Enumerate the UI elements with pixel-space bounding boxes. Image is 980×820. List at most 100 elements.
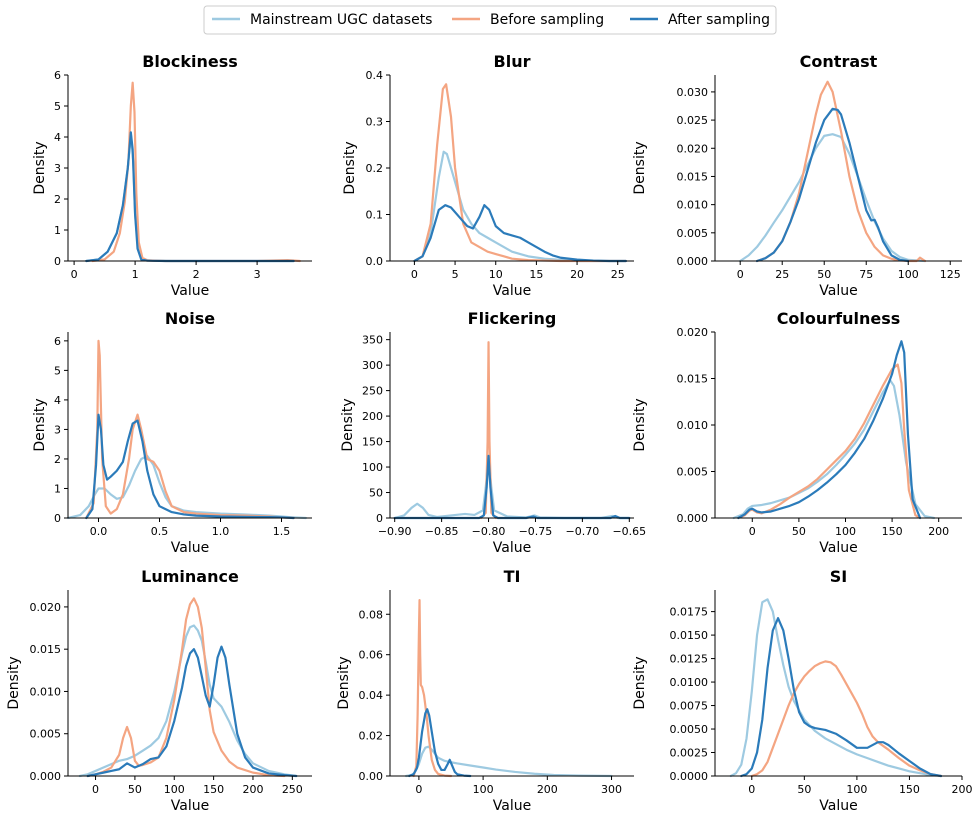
y-tick-label: 0.4 bbox=[366, 69, 384, 82]
y-tick-label: 0.015 bbox=[30, 643, 62, 656]
y-tick-label: 3 bbox=[54, 162, 61, 175]
y-tick-label: 0.02 bbox=[359, 730, 384, 743]
x-tick-label: 10 bbox=[489, 268, 503, 281]
y-tick-label: 1 bbox=[54, 482, 61, 495]
panel-flickering: −0.90 −0.85 −0.80 −0.75 −0.70 −0.65 0 50 100 150 2… bbox=[340, 309, 646, 556]
series-line-before-sampling bbox=[755, 80, 927, 263]
x-tick-label: 150 bbox=[203, 783, 224, 796]
series-line-after-sampling bbox=[85, 413, 295, 520]
y-tick-label: 0.1 bbox=[366, 209, 384, 222]
y-tick-label: 1 bbox=[54, 224, 61, 237]
x-tick-label: 0 bbox=[411, 268, 418, 281]
x-tick-label: −0.65 bbox=[612, 525, 646, 538]
x-axis-label: Value bbox=[819, 540, 857, 556]
x-tick-label: −0.80 bbox=[472, 525, 506, 538]
series-line-before-sampling bbox=[413, 83, 627, 263]
series-line-after-sampling bbox=[737, 340, 922, 520]
x-tick-label: −0.90 bbox=[378, 525, 412, 538]
y-tick-label: 0.010 bbox=[677, 419, 709, 432]
series-line-mainstream-ugc-datasets bbox=[393, 455, 631, 520]
x-tick-label: 0 bbox=[748, 783, 755, 796]
x-tick-label: 125 bbox=[940, 268, 961, 281]
panel-noise: 0.0 0.5 1.0 1.5 0 1 2 3 4 5 6 Noise Value Density bbox=[32, 309, 312, 556]
y-tick-label: 0.015 bbox=[677, 170, 709, 183]
x-axis-label: Value bbox=[493, 283, 531, 299]
series-line-mainstream-ugc-datasets bbox=[404, 745, 613, 778]
y-tick-label: 4 bbox=[54, 394, 61, 407]
x-tick-label: 1 bbox=[132, 268, 139, 281]
x-tick-label: 0.5 bbox=[151, 525, 169, 538]
x-tick-label: 0.0 bbox=[90, 525, 108, 538]
series-line-after-sampling bbox=[755, 107, 910, 263]
x-tick-label: 2 bbox=[193, 268, 200, 281]
y-axis-label: Density bbox=[336, 656, 352, 709]
x-tick-label: 200 bbox=[928, 525, 949, 538]
x-tick-label: 200 bbox=[952, 783, 973, 796]
x-tick-label: 50 bbox=[797, 783, 811, 796]
x-tick-label: 0 bbox=[415, 783, 422, 796]
series-line-before-sampling bbox=[85, 339, 295, 520]
y-tick-label: 0.010 bbox=[30, 685, 62, 698]
y-tick-label: 0.005 bbox=[30, 728, 62, 741]
legend: Mainstream UGC datasets Before sampling Af… bbox=[203, 5, 777, 35]
x-tick-label: 0 bbox=[749, 525, 756, 538]
x-axis-label: Value bbox=[493, 540, 531, 556]
y-tick-label: 6 bbox=[54, 335, 61, 348]
x-tick-label: 20 bbox=[570, 268, 584, 281]
series-line-before-sampling bbox=[91, 81, 301, 263]
y-axis-label: Density bbox=[340, 398, 356, 451]
legend-label-after-sampling: After sampling bbox=[668, 12, 770, 28]
y-tick-label: 0.020 bbox=[30, 601, 62, 614]
y-tick-label: 6 bbox=[54, 69, 61, 82]
panel-title: SI bbox=[830, 567, 847, 586]
y-tick-label: 0 bbox=[54, 512, 61, 525]
y-tick-label: 50 bbox=[369, 487, 383, 500]
y-tick-label: 0.000 bbox=[677, 255, 709, 268]
panel-title: Luminance bbox=[141, 567, 239, 586]
series-line-before-sampling bbox=[412, 599, 453, 778]
x-tick-label: 100 bbox=[835, 525, 856, 538]
x-tick-label: 3 bbox=[254, 268, 261, 281]
panel-blur: 0 5 10 15 20 25 0.0 0.1 0.2 0.3 0.4 Blur Value Densit… bbox=[342, 52, 634, 299]
y-tick-label: 0.010 bbox=[677, 199, 709, 212]
x-tick-label: 15 bbox=[529, 268, 543, 281]
series-line-mainstream-ugc-datasets bbox=[78, 624, 298, 778]
y-tick-label: 0.0100 bbox=[670, 676, 709, 689]
x-tick-label: 150 bbox=[899, 783, 920, 796]
panel-colourfulness: 0 50 100 150 200 0.000 0.005 0.010 0.015 0.020 Col… bbox=[632, 309, 962, 556]
y-tick-label: 0.0050 bbox=[670, 723, 709, 736]
y-tick-label: 0.005 bbox=[677, 466, 709, 479]
legend-frame bbox=[203, 5, 777, 35]
x-axis-label: Value bbox=[819, 798, 857, 814]
panel-ti: 0 100 200 300 0.00 0.02 0.04 0.06 0.08 TI Value Den… bbox=[336, 567, 634, 814]
y-axis-label: Density bbox=[32, 398, 48, 451]
y-axis-label: Density bbox=[6, 656, 22, 709]
x-tick-label: 0 bbox=[71, 268, 78, 281]
series-line-before-sampling bbox=[86, 597, 286, 778]
y-tick-label: 0.2 bbox=[366, 162, 384, 175]
legend-label-mainstream-ugc-datasets: Mainstream UGC datasets bbox=[250, 12, 432, 28]
y-tick-label: 0.0075 bbox=[670, 700, 709, 713]
x-tick-label: 100 bbox=[473, 783, 494, 796]
series-line-mainstream-ugc-datasets bbox=[732, 379, 936, 520]
y-tick-label: 300 bbox=[362, 359, 383, 372]
series-line-after-sampling bbox=[408, 708, 472, 778]
series-line-after-sampling bbox=[413, 204, 627, 263]
panel-title: Blockiness bbox=[142, 52, 238, 71]
x-tick-label: 1.0 bbox=[212, 525, 230, 538]
x-tick-label: −0.70 bbox=[566, 525, 600, 538]
x-tick-label: 200 bbox=[537, 783, 558, 796]
y-tick-label: 0.005 bbox=[677, 227, 709, 240]
y-axis-label: Density bbox=[632, 398, 648, 451]
y-axis-label: Density bbox=[632, 141, 648, 194]
x-tick-label: −0.75 bbox=[519, 525, 553, 538]
x-tick-label: 100 bbox=[898, 268, 919, 281]
x-tick-label: 100 bbox=[164, 783, 185, 796]
y-tick-label: 0.0025 bbox=[670, 747, 709, 760]
series-line-after-sampling bbox=[393, 454, 631, 520]
x-tick-label: 200 bbox=[242, 783, 263, 796]
y-tick-label: 0.015 bbox=[677, 373, 709, 386]
y-tick-label: 150 bbox=[362, 436, 383, 449]
y-tick-label: 250 bbox=[362, 385, 383, 398]
